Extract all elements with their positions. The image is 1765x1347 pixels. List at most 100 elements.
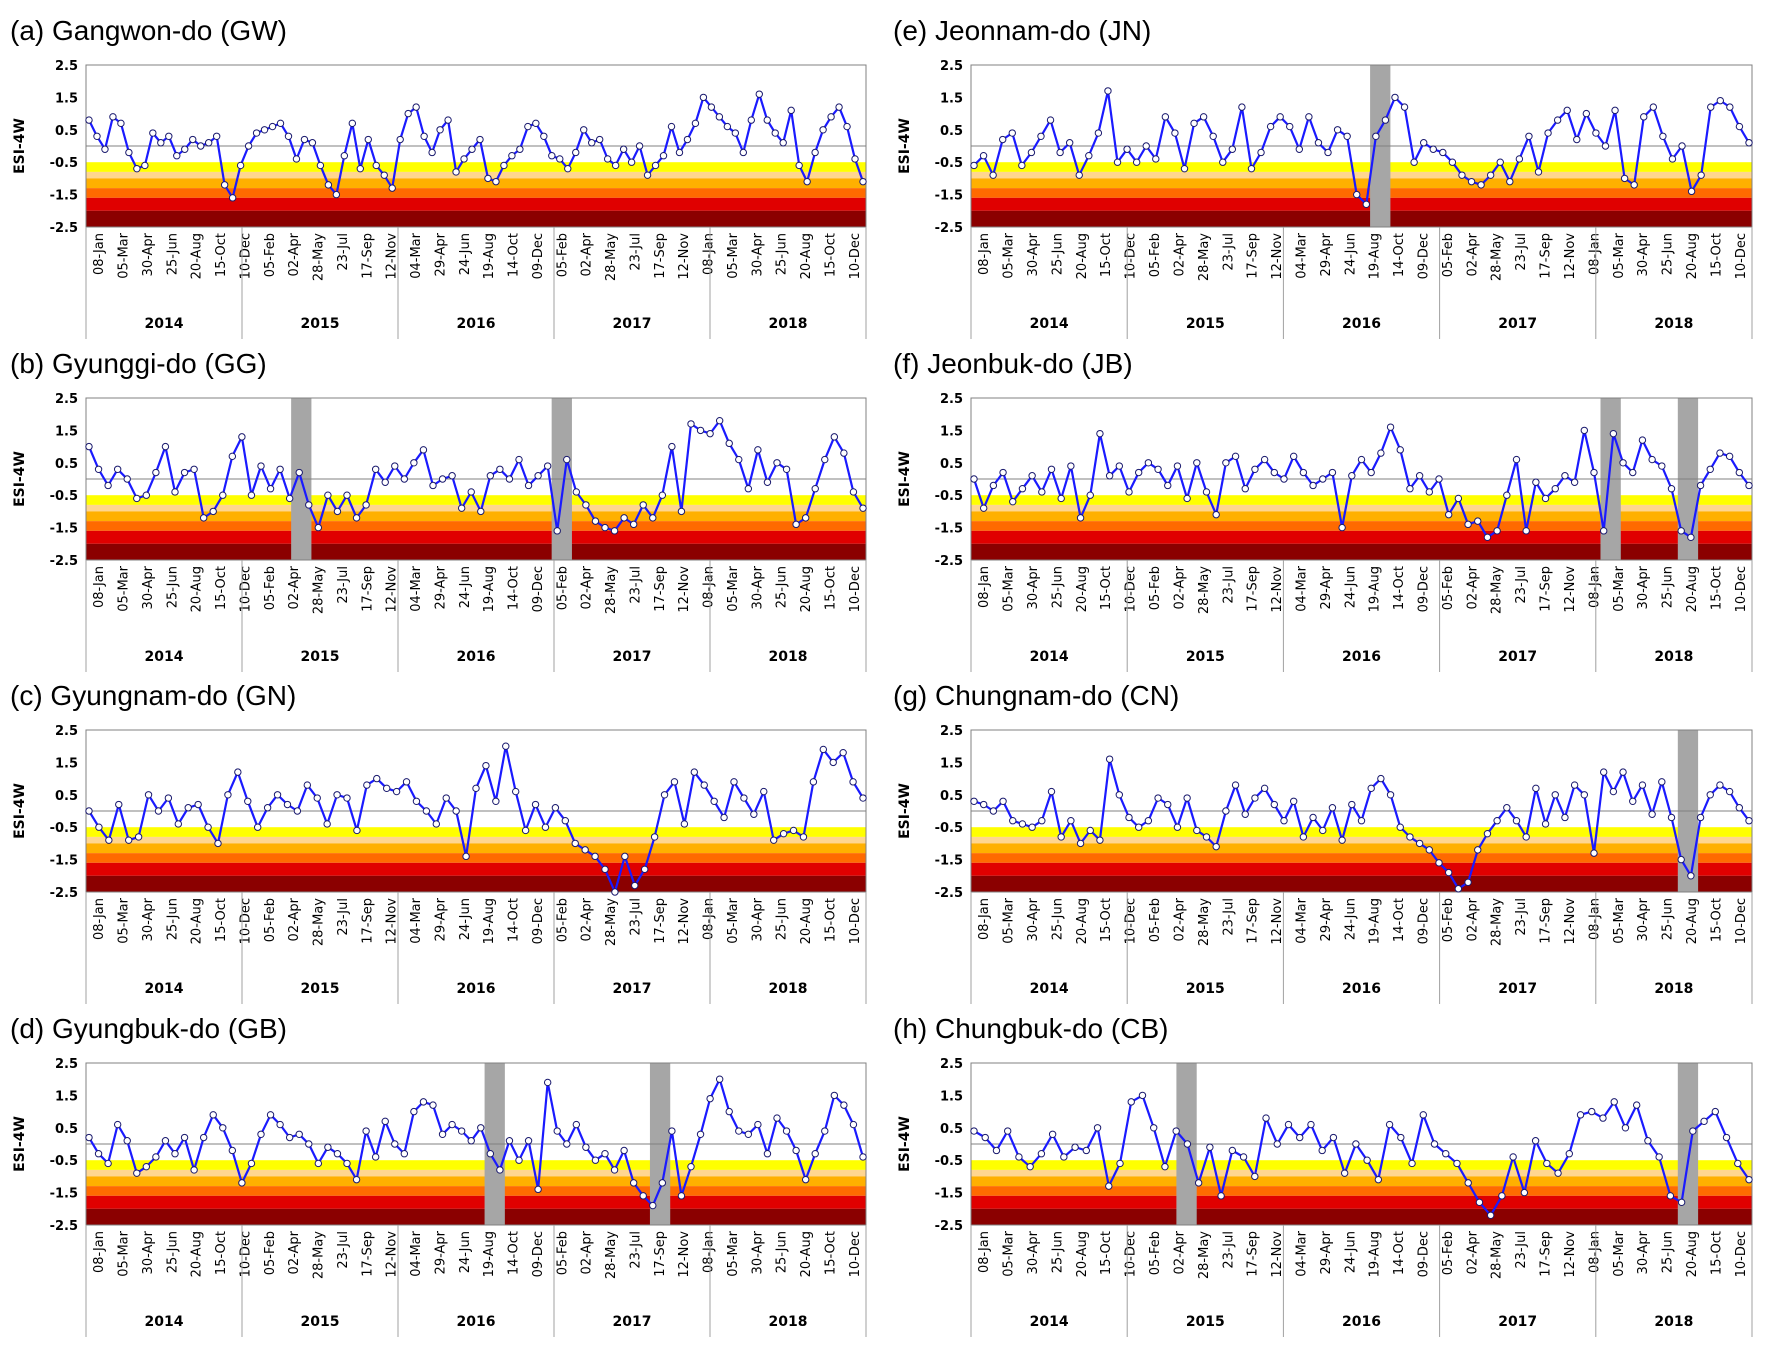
data-point xyxy=(603,155,612,163)
year-label: 2016 xyxy=(457,316,496,332)
x-tick-label: 25-Jun xyxy=(165,898,180,940)
data-point xyxy=(524,481,533,490)
data-point xyxy=(779,829,788,838)
x-tick-label: 20-Aug xyxy=(190,898,205,944)
data-point xyxy=(1573,135,1581,144)
data-point xyxy=(212,132,221,140)
year-label: 2016 xyxy=(1342,316,1381,332)
data-point xyxy=(1009,497,1017,506)
data-point xyxy=(273,791,282,799)
x-tick-label: 23-Jul xyxy=(1221,1231,1236,1269)
x-tick-label: 23-Jul xyxy=(336,233,351,271)
data-point xyxy=(219,491,227,499)
x-tick-label: 12-Nov xyxy=(1270,1231,1285,1278)
data-point xyxy=(228,452,237,461)
data-point xyxy=(1212,842,1220,851)
x-tick-label: 12-Nov xyxy=(1270,898,1285,945)
drought-band xyxy=(971,162,1752,172)
x-tick-label: 08-Jan xyxy=(92,233,107,275)
data-point xyxy=(1144,817,1153,825)
data-point xyxy=(1658,462,1666,470)
data-point xyxy=(760,787,768,796)
data-point xyxy=(308,139,317,147)
x-tick-label: 23-Jul xyxy=(1514,898,1529,936)
data-point xyxy=(1026,1162,1034,1171)
data-point xyxy=(750,810,758,818)
x-tick-label: 25-Jun xyxy=(775,233,790,275)
x-tick-label: 24-Jun xyxy=(1343,1231,1358,1273)
x-tick-label: 14-Oct xyxy=(507,1231,522,1275)
x-tick-label: 04-Mar xyxy=(1294,1230,1309,1276)
data-point xyxy=(1374,1175,1383,1184)
x-tick-label: 25-Jun xyxy=(1050,566,1065,608)
x-tick-label: 08-Jan xyxy=(92,566,107,608)
data-point xyxy=(1150,1124,1158,1132)
data-point xyxy=(448,472,456,480)
drought-band xyxy=(971,1169,1752,1177)
x-tick-label: 15-Oct xyxy=(1099,898,1114,942)
data-point xyxy=(1093,1124,1102,1132)
x-tick-label: 23-Jul xyxy=(1514,1231,1529,1269)
data-point xyxy=(1238,103,1246,111)
data-point xyxy=(789,826,798,835)
data-point xyxy=(715,416,724,425)
x-tick-label: 24-Jun xyxy=(458,233,473,275)
data-point xyxy=(484,174,492,183)
data-point xyxy=(595,135,604,144)
data-point xyxy=(1629,797,1637,805)
x-tick-label: 14-Oct xyxy=(1392,233,1407,277)
data-point xyxy=(1667,485,1676,493)
data-point xyxy=(1725,787,1734,796)
x-tick-label: 17-Sep xyxy=(653,566,668,612)
data-point xyxy=(1280,475,1288,483)
data-point xyxy=(696,1130,705,1138)
year-label: 2015 xyxy=(1186,1314,1225,1330)
x-tick-label: 17-Sep xyxy=(1246,233,1261,279)
panel-5: (f) Jeonbuk-do (JB) 2.5 1.5 0.5 -0.5 -1.5 -2.5… xyxy=(893,348,1753,672)
x-tick-label: 28-May xyxy=(1197,233,1212,281)
data-point xyxy=(1138,1091,1147,1100)
year-label: 2017 xyxy=(1498,981,1537,997)
esi-series-line xyxy=(87,419,864,532)
data-point xyxy=(300,135,309,144)
year-label: 2014 xyxy=(1030,981,1069,997)
data-point xyxy=(580,126,588,134)
data-point xyxy=(472,784,480,793)
data-point xyxy=(381,478,389,486)
data-point xyxy=(1193,459,1201,467)
x-tick-label: 17-Sep xyxy=(1246,898,1261,944)
data-point xyxy=(314,523,323,532)
data-point xyxy=(343,794,351,802)
data-point xyxy=(1352,1140,1360,1148)
data-point xyxy=(621,852,629,861)
data-point xyxy=(1503,491,1511,499)
x-tick-label: 12-Nov xyxy=(1270,233,1285,280)
data-point xyxy=(1071,1143,1079,1151)
data-point xyxy=(444,116,452,124)
data-point xyxy=(104,1159,112,1168)
drought-band xyxy=(86,875,866,892)
data-point xyxy=(563,1140,571,1148)
data-point xyxy=(154,807,163,815)
data-point xyxy=(1386,423,1395,431)
data-point xyxy=(670,778,679,786)
drought-band xyxy=(86,1160,866,1170)
data-point xyxy=(763,116,771,124)
data-point xyxy=(1735,804,1744,812)
data-point xyxy=(181,145,189,153)
data-point xyxy=(1305,113,1313,121)
data-point xyxy=(1362,200,1370,209)
data-point xyxy=(224,791,232,799)
data-point xyxy=(419,446,428,454)
data-point xyxy=(1047,787,1056,796)
data-point xyxy=(1419,1111,1427,1119)
panel-title: (g) Chungnam-do (CN) xyxy=(893,680,1179,711)
data-point xyxy=(343,491,351,499)
data-point xyxy=(85,442,93,451)
data-point xyxy=(1067,817,1075,825)
year-label: 2018 xyxy=(769,649,808,665)
x-tick-label: 02-Apr xyxy=(580,897,595,941)
data-point xyxy=(260,126,269,134)
x-tick-label: 30-Apr xyxy=(141,565,156,609)
data-point xyxy=(979,152,988,160)
